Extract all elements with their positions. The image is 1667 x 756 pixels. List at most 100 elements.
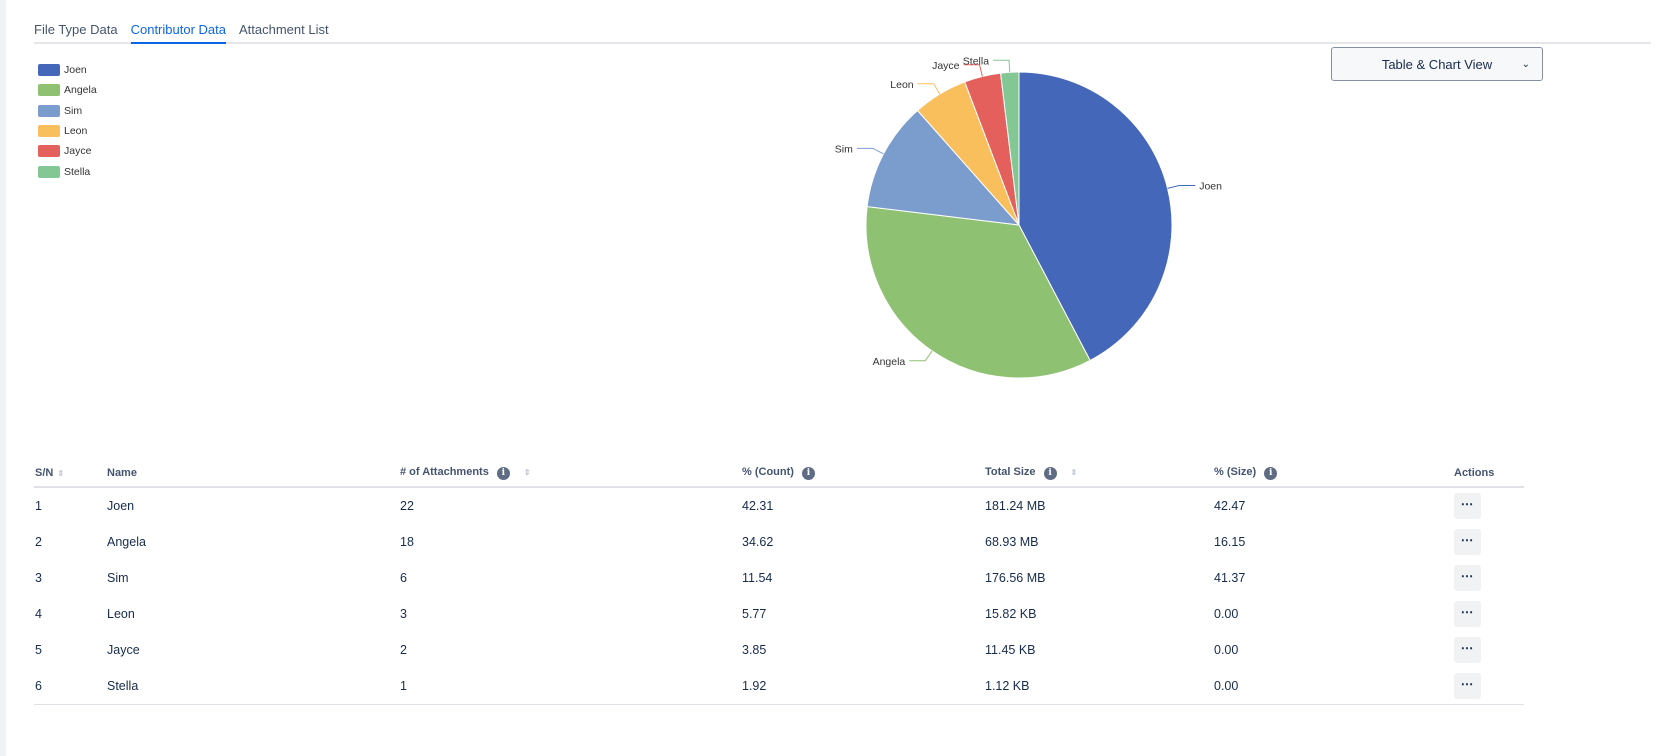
pie-slice-sim[interactable] <box>866 109 1021 226</box>
cell: 11.45 KB <box>985 643 1036 657</box>
cell: 2 <box>400 643 407 657</box>
pie-slice-stella[interactable] <box>1000 71 1020 226</box>
sort-icon[interactable]: ⇕ <box>1070 468 1078 477</box>
info-icon[interactable]: i <box>1043 467 1057 480</box>
more-actions-button[interactable]: ⋯ <box>1454 529 1481 555</box>
pie-label: Joen <box>1199 181 1222 193</box>
cell: 16.15 <box>1214 535 1246 549</box>
header-name: Name <box>106 460 399 488</box>
legend-swatch <box>38 165 60 178</box>
label-leader-line <box>1167 185 1196 189</box>
cell: 0.00 <box>1213 668 1453 705</box>
cell: 1.12 KB <box>984 668 1213 705</box>
label-leader-line <box>963 64 983 77</box>
cell: 3.85 <box>742 643 767 657</box>
legend-swatch <box>38 145 60 158</box>
cell: 42.47 <box>1214 499 1246 513</box>
cell: 4 <box>35 607 42 621</box>
legend-label: Jayce <box>64 145 92 158</box>
table-row: 6 Stella 1 1.92 1.12 KB 0.00 ⋯ <box>34 668 1524 705</box>
legend-swatch <box>38 104 60 117</box>
info-icon[interactable]: i <box>496 467 510 480</box>
more-actions-button[interactable]: ⋯ <box>1454 673 1481 699</box>
sort-icon[interactable]: ⇕ <box>523 468 531 477</box>
legend-item[interactable]: Sim <box>38 101 97 121</box>
cell: Joen <box>107 499 135 513</box>
chevron-down-icon: ⌄ <box>1521 58 1530 70</box>
sort-icon[interactable]: ⇕ <box>57 469 65 478</box>
cell: 3 <box>35 571 42 585</box>
legend-label: Angela <box>64 84 97 97</box>
table-row: 3 Sim 6 11.54 176.56 MB 41.37 ⋯ <box>34 560 1524 596</box>
more-actions-button[interactable]: ⋯ <box>1454 637 1481 663</box>
legend-item[interactable]: Angela <box>38 80 97 100</box>
table-row: 1 Joen 22 42.31 181.24 MB 42.47 ⋯ <box>34 487 1524 524</box>
header-label: Total Size <box>985 466 1036 478</box>
pie-chart: Joen Angela Sim Leon Jayce Stella <box>835 55 1222 379</box>
cell: 41.37 <box>1214 571 1246 585</box>
tab-bar: File Type Data Contributor Data Attachme… <box>34 22 1651 44</box>
cell: 22 <box>400 499 414 513</box>
info-icon[interactable]: i <box>1264 467 1278 480</box>
cell: 0.00 <box>1214 607 1239 621</box>
cell: 11.54 <box>742 571 773 585</box>
cell: 5.77 <box>742 607 767 621</box>
legend-label: Sim <box>64 104 83 117</box>
header-percent-count: % (Count) i <box>741 460 984 488</box>
legend-item[interactable]: Stella <box>38 161 97 181</box>
more-actions-button[interactable]: ⋯ <box>1454 601 1481 627</box>
table-row: 4 Leon 3 5.77 15.82 KB 0.00 ⋯ <box>34 596 1524 632</box>
more-actions-button[interactable]: ⋯ <box>1454 565 1481 591</box>
legend-swatch <box>38 64 60 77</box>
view-mode-select[interactable]: Table & Chart View ⌄ <box>1331 47 1543 81</box>
header-sn[interactable]: S/N ⇕ <box>34 460 106 488</box>
cell: 1.92 <box>741 668 984 705</box>
pie-slice-angela[interactable] <box>865 206 1091 379</box>
pie-label: Leon <box>890 79 914 91</box>
cell: Sim <box>107 571 129 585</box>
header-label: S/N <box>35 467 54 479</box>
legend-label: Joen <box>64 64 87 77</box>
legend-item[interactable]: Joen <box>38 60 97 80</box>
header-total-size[interactable]: Total Size i ⇕ <box>984 460 1213 488</box>
pie-label: Sim <box>835 143 853 155</box>
label-leader-line <box>993 59 1011 73</box>
cell: 2 <box>35 535 42 549</box>
legend-label: Leon <box>64 125 88 138</box>
header-label: % (Count) <box>742 466 794 478</box>
cell: 42.31 <box>742 499 774 513</box>
cell: 15.82 KB <box>985 607 1037 621</box>
cell: Leon <box>107 607 135 621</box>
pie-label: Jayce <box>932 60 960 72</box>
header-percent-size: % (Size) i <box>1213 460 1453 488</box>
cell: 6 <box>34 668 106 705</box>
cell: Jayce <box>107 643 140 657</box>
chart-legend: Joen Angela Sim Leon Jayce Stella <box>38 60 97 182</box>
label-leader-line <box>917 83 941 95</box>
cell: 1 <box>35 499 42 513</box>
label-leader-line <box>909 350 933 362</box>
legend-item[interactable]: Leon <box>38 121 97 141</box>
tab-contributor-data[interactable]: Contributor Data <box>130 22 226 44</box>
cell: 18 <box>400 535 414 549</box>
legend-item[interactable]: Jayce <box>38 141 97 161</box>
tab-file-type-data[interactable]: File Type Data <box>34 22 118 37</box>
tab-attachment-list[interactable]: Attachment List <box>238 22 329 37</box>
cell: 5 <box>35 643 42 657</box>
cell: 68.93 MB <box>985 535 1039 549</box>
table-row: 5 Jayce 2 3.85 11.45 KB 0.00 ⋯ <box>34 632 1524 668</box>
legend-swatch <box>38 125 60 138</box>
more-actions-button[interactable]: ⋯ <box>1454 493 1481 519</box>
header-actions: Actions <box>1453 460 1524 488</box>
header-label: % (Size) <box>1214 466 1257 478</box>
cell: Stella <box>106 668 399 705</box>
cell: 0.00 <box>1214 643 1239 657</box>
info-icon[interactable]: i <box>801 467 815 480</box>
cell: 34.62 <box>742 535 774 549</box>
cell: 6 <box>400 571 407 585</box>
cell: Angela <box>107 535 146 549</box>
legend-swatch <box>38 84 60 97</box>
cell: 1 <box>399 668 741 705</box>
header-attachments[interactable]: # of Attachments i ⇕ <box>399 460 741 488</box>
cell: 181.24 MB <box>985 499 1046 513</box>
